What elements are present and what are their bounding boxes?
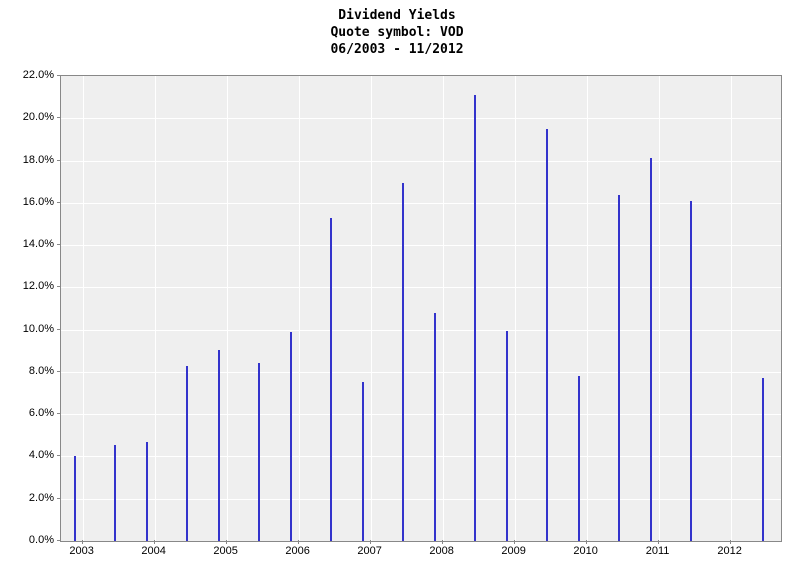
x-tick-label: 2011: [646, 545, 670, 557]
y-tick-label: 4.0%: [29, 449, 54, 461]
gridline-h: [61, 203, 781, 204]
y-tick-label: 14.0%: [23, 238, 54, 250]
tick-mark-x: [442, 540, 443, 544]
gridline-h: [61, 161, 781, 162]
tick-mark-x: [226, 540, 227, 544]
y-tick-label: 16.0%: [23, 196, 54, 208]
tick-mark-y: [57, 329, 61, 330]
gridline-v: [443, 76, 444, 541]
gridline-h: [61, 456, 781, 457]
tick-mark-y: [57, 371, 61, 372]
bar: [114, 445, 116, 541]
x-tick-label: 2004: [141, 545, 165, 557]
tick-mark-y: [57, 75, 61, 76]
bar: [402, 183, 404, 541]
chart-container: Dividend Yields Quote symbol: VOD 06/200…: [0, 0, 794, 574]
y-tick-label: 8.0%: [29, 365, 54, 377]
tick-mark-x: [154, 540, 155, 544]
tick-mark-y: [57, 498, 61, 499]
y-tick-label: 0.0%: [29, 534, 54, 546]
y-tick-label: 22.0%: [23, 69, 54, 81]
tick-mark-y: [57, 117, 61, 118]
y-tick-label: 2.0%: [29, 492, 54, 504]
x-tick-label: 2010: [573, 545, 597, 557]
tick-mark-x: [298, 540, 299, 544]
x-tick-label: 2005: [213, 545, 237, 557]
gridline-v: [731, 76, 732, 541]
bar: [290, 332, 292, 541]
title-line-2: Quote symbol: VOD: [0, 25, 794, 42]
bar: [506, 331, 508, 541]
y-tick-label: 20.0%: [23, 111, 54, 123]
gridline-v: [659, 76, 660, 541]
gridline-h: [61, 414, 781, 415]
y-tick-label: 12.0%: [23, 280, 54, 292]
tick-mark-y: [57, 455, 61, 456]
tick-mark-y: [57, 202, 61, 203]
tick-mark-y: [57, 286, 61, 287]
bar: [74, 456, 76, 541]
gridline-v: [83, 76, 84, 541]
gridline-h: [61, 499, 781, 500]
gridline-v: [371, 76, 372, 541]
bar: [186, 366, 188, 541]
x-tick-label: 2009: [501, 545, 525, 557]
gridline-h: [61, 287, 781, 288]
bar: [146, 442, 148, 541]
gridline-v: [227, 76, 228, 541]
tick-mark-x: [514, 540, 515, 544]
x-tick-label: 2012: [717, 545, 741, 557]
bar: [762, 378, 764, 541]
y-tick-label: 10.0%: [23, 323, 54, 335]
tick-mark-y: [57, 244, 61, 245]
gridline-v: [155, 76, 156, 541]
tick-mark-x: [730, 540, 731, 544]
bar: [546, 129, 548, 541]
x-tick-label: 2006: [285, 545, 309, 557]
x-tick-label: 2007: [357, 545, 381, 557]
gridline-h: [61, 330, 781, 331]
bar: [690, 201, 692, 541]
x-tick-label: 2008: [429, 545, 453, 557]
x-tick-label: 2003: [69, 545, 93, 557]
gridline-h: [61, 118, 781, 119]
bar: [330, 218, 332, 541]
tick-mark-x: [82, 540, 83, 544]
bar: [474, 95, 476, 541]
title-line-3: 06/2003 - 11/2012: [0, 42, 794, 59]
tick-mark-y: [57, 540, 61, 541]
tick-mark-x: [586, 540, 587, 544]
bar: [258, 363, 260, 541]
plot-area: [60, 75, 782, 542]
tick-mark-y: [57, 160, 61, 161]
tick-mark-y: [57, 413, 61, 414]
tick-mark-x: [658, 540, 659, 544]
bar: [434, 313, 436, 541]
gridline-h: [61, 372, 781, 373]
gridline-v: [515, 76, 516, 541]
tick-mark-x: [370, 540, 371, 544]
bar: [218, 350, 220, 541]
gridline-h: [61, 245, 781, 246]
y-tick-label: 6.0%: [29, 407, 54, 419]
y-tick-label: 18.0%: [23, 154, 54, 166]
bar: [362, 382, 364, 541]
bar: [618, 195, 620, 541]
bar: [578, 376, 580, 541]
bar: [650, 158, 652, 541]
gridline-v: [299, 76, 300, 541]
gridline-v: [587, 76, 588, 541]
chart-title: Dividend Yields Quote symbol: VOD 06/200…: [0, 0, 794, 59]
title-line-1: Dividend Yields: [0, 8, 794, 25]
